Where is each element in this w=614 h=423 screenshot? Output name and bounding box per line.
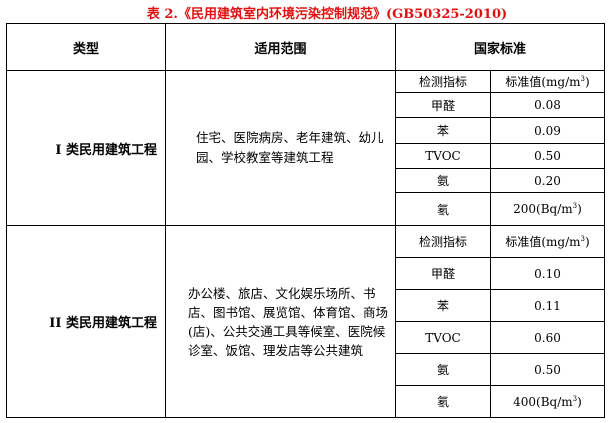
type-cell: I 类民用建筑工程	[6, 70, 166, 226]
indicator: 氨	[395, 168, 491, 193]
value: 400(Bq/m3)	[490, 385, 605, 418]
indicator: 苯	[395, 117, 491, 144]
value: 0.50	[490, 353, 605, 386]
table-row: 氨 0.50	[7, 353, 605, 386]
table-row: I 类民用建筑工程 住宅、医院病房、老年建筑、幼儿园、学校教室等建筑工程 检测指…	[6, 70, 605, 226]
header-row: 类型 适用范围 国家标准	[6, 23, 605, 71]
table-row: 甲醛 0.08	[7, 92, 605, 118]
table-row: 氡 200(Bq/m3)	[7, 192, 605, 226]
indicator: TVOC	[395, 143, 491, 169]
value-header: 标准值(mg/m3)	[490, 225, 605, 258]
table-row: 氡 400(Bq/m3)	[7, 385, 605, 418]
value: 0.10	[490, 257, 605, 290]
type-cell: II 类民用建筑工程	[6, 225, 166, 418]
value: 0.11	[490, 289, 605, 322]
value: 0.50	[490, 143, 605, 169]
value: 0.09	[490, 117, 605, 144]
header-standard: 国家标准	[395, 23, 605, 71]
indicator: 氡	[395, 385, 491, 418]
value: 0.08	[490, 92, 605, 118]
scope-cell: 办公楼、旅店、文化娱乐场所、书店、图书馆、展览馆、体育馆、商场(店)、公共交通工…	[165, 225, 396, 418]
value-header: 标准值(mg/m3)	[490, 70, 605, 93]
value: 200(Bq/m3)	[490, 192, 605, 226]
indicator: 氡	[395, 192, 491, 226]
scope-cell: 住宅、医院病房、老年建筑、幼儿园、学校教室等建筑工程	[165, 70, 396, 226]
indicator-header: 检测指标	[395, 70, 491, 93]
table-row: 苯 0.11	[7, 289, 605, 322]
indicator: 甲醛	[395, 92, 491, 118]
indicator: 甲醛	[395, 257, 491, 290]
indicator: 苯	[395, 289, 491, 322]
table-row: TVOC 0.50	[7, 143, 605, 169]
table-row: II 类民用建筑工程 办公楼、旅店、文化娱乐场所、书店、图书馆、展览馆、体育馆、…	[6, 225, 605, 418]
pollution-standard-table: 类型 适用范围 国家标准 I 类民用建筑工程 住宅、医院病房、老年建筑、幼儿园、…	[6, 23, 605, 418]
value: 0.20	[490, 168, 605, 193]
header-scope: 适用范围	[165, 23, 396, 71]
table-row: 氨 0.20	[7, 168, 605, 193]
value: 0.60	[490, 321, 605, 354]
table-row: TVOC 0.60	[7, 321, 605, 354]
table-title: 表 2.《民用建筑室内环境污染控制规范》(GB50325-2010)	[146, 7, 508, 22]
header-type: 类型	[6, 23, 166, 71]
indicator-header: 检测指标	[395, 225, 491, 258]
indicator: 氨	[395, 353, 491, 386]
table-row: 甲醛 0.10	[7, 257, 605, 290]
indicator: TVOC	[395, 321, 491, 354]
